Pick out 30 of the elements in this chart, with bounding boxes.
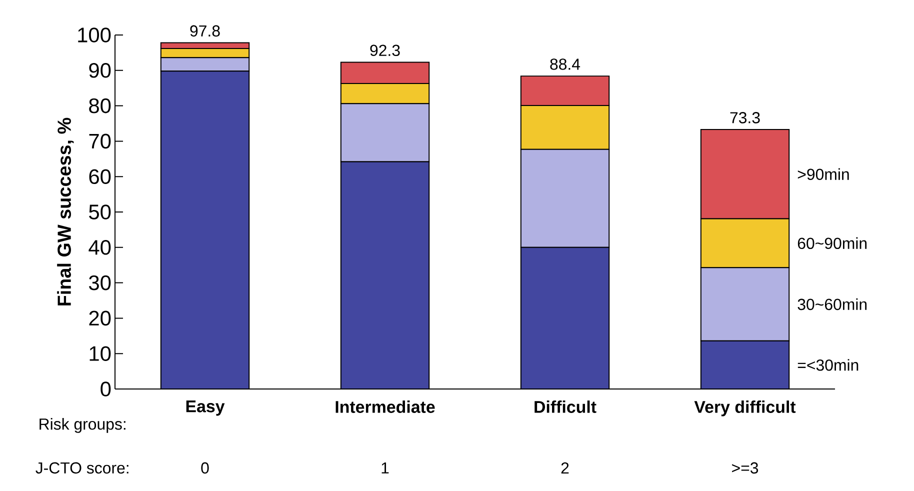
series-label: >90min [798, 168, 849, 180]
series-label: 60~90min [798, 237, 867, 250]
y-tick-label: 10 [90, 346, 111, 362]
y-tick-label: 60 [89, 169, 111, 184]
y-tick-label: 100 [78, 28, 111, 42]
y-tick-label: 30 [89, 275, 111, 290]
x-tick-label: Intermediate [336, 400, 435, 413]
y-tick-label: 40 [88, 240, 111, 255]
x-tick-label: Very difficult [694, 400, 796, 416]
text: >=3 [732, 462, 758, 474]
text: 2 [561, 462, 569, 474]
y-tick-label: 80 [89, 98, 111, 114]
y-tick-label: 0 [100, 382, 111, 396]
text: J-CTO score: [36, 462, 128, 474]
x-tick-label: Easy [186, 400, 225, 416]
total-label: 97.8 [190, 25, 220, 37]
text: 1 [382, 462, 389, 474]
text: 0 [201, 462, 209, 474]
total-label: 92.3 [370, 44, 400, 56]
y-axis-title: Final GW success, % [57, 118, 74, 306]
y-tick-label: 50 [89, 204, 111, 220]
series-label: =<30min [798, 359, 858, 371]
y-tick-label: 90 [89, 62, 111, 78]
total-label: 88.4 [550, 58, 580, 70]
y-tick-label: 70 [89, 134, 111, 149]
series-label: 30~60min [798, 298, 867, 310]
text: Risk groups: [40, 418, 126, 433]
y-tick-label: 20 [89, 310, 111, 326]
x-tick-label: Difficult [534, 400, 596, 413]
total-label: 73.3 [730, 112, 760, 124]
